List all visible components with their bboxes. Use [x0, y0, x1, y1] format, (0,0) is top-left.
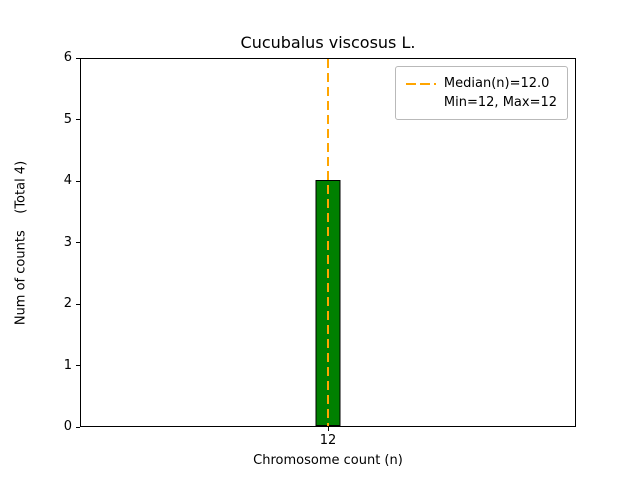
legend-label-minmax: Min=12, Max=12	[443, 95, 557, 110]
legend-entry-median: Median(n)=12.0	[405, 74, 557, 93]
y-tick-label: 1	[63, 357, 72, 373]
chart-title: Cucubalus viscosus L.	[240, 33, 416, 52]
x-tick-label: 12	[319, 433, 337, 448]
y-tick-label: 6	[63, 50, 72, 65]
y-tick-mark	[76, 57, 80, 59]
plot-area: Median(n)=12.0 Min=12, Max=12	[80, 58, 576, 427]
x-axis-label: Chromosome count (n)	[253, 453, 403, 468]
y-tick-label: 2	[63, 296, 72, 311]
median-dashed-line-sample	[405, 82, 436, 85]
y-tick-mark	[76, 303, 80, 305]
y-tick-mark	[76, 426, 80, 428]
y-tick-mark	[76, 365, 80, 366]
y-tick-mark	[76, 119, 80, 120]
legend-label-median: Median(n)=12.0	[443, 76, 550, 91]
y-tick-label: 4	[63, 173, 72, 188]
y-tick-label: 5	[63, 111, 72, 127]
y-tick-mark	[76, 242, 80, 243]
y-tick-label: 0	[63, 419, 72, 434]
legend: Median(n)=12.0 Min=12, Max=12	[394, 66, 568, 120]
y-tick-mark	[76, 180, 80, 182]
legend-entry-minmax: Min=12, Max=12	[406, 93, 557, 112]
median-line	[327, 59, 329, 426]
y-tick-label: 3	[63, 234, 72, 250]
x-tick-mark	[327, 427, 329, 431]
